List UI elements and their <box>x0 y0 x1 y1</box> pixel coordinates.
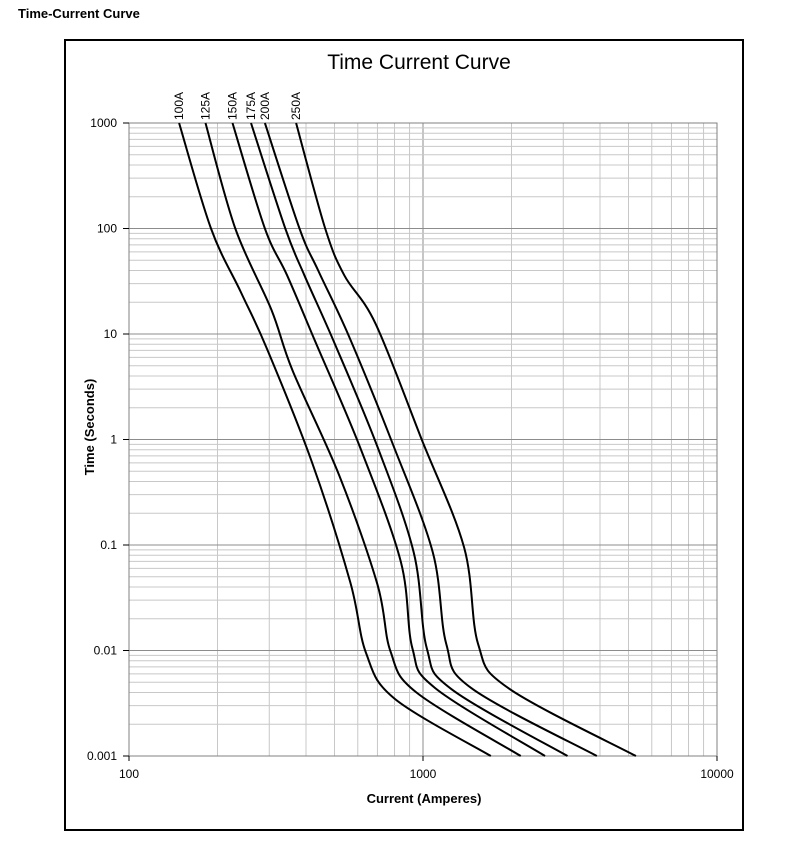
y-tick-label: 1000 <box>90 116 117 130</box>
y-tick-label: 0.1 <box>100 538 117 552</box>
series-label-layer: 100A 125A 150A 175A 200A 250A <box>172 92 303 120</box>
series-curve-125a <box>204 122 522 757</box>
series-label-150a: 150A <box>226 92 240 120</box>
chart-title: Time Current Curve <box>327 51 511 74</box>
x-tick-label: 100 <box>119 767 139 781</box>
series-curve-175a <box>250 122 568 757</box>
y-tick-label: 100 <box>97 222 117 236</box>
series-curve-100a <box>178 122 492 757</box>
y-tick-label: 1 <box>110 433 117 447</box>
series-label-200a: 200A <box>258 92 272 120</box>
y-tick-label: 10 <box>104 327 118 341</box>
series-label-100a: 100A <box>172 92 186 120</box>
series-curve-250a <box>295 122 637 757</box>
grid-layer <box>128 122 718 757</box>
page-heading: Time-Current Curve <box>18 6 140 21</box>
series-label-250a: 250A <box>289 92 303 120</box>
series-label-175a: 175A <box>244 92 258 120</box>
x-axis-label: Current (Amperes) <box>367 791 482 806</box>
series-curve-150a <box>231 122 546 757</box>
y-tick-label: 0.001 <box>87 749 117 763</box>
series-curve-200a <box>263 122 598 757</box>
y-tick-label: 0.01 <box>94 644 118 658</box>
x-tick-label: 10000 <box>700 767 734 781</box>
x-tick-label: 1000 <box>410 767 437 781</box>
curve-layer <box>178 122 637 757</box>
chart-frame <box>64 39 744 831</box>
series-label-125a: 125A <box>199 92 213 120</box>
y-axis-label: Time (Seconds) <box>82 379 97 476</box>
